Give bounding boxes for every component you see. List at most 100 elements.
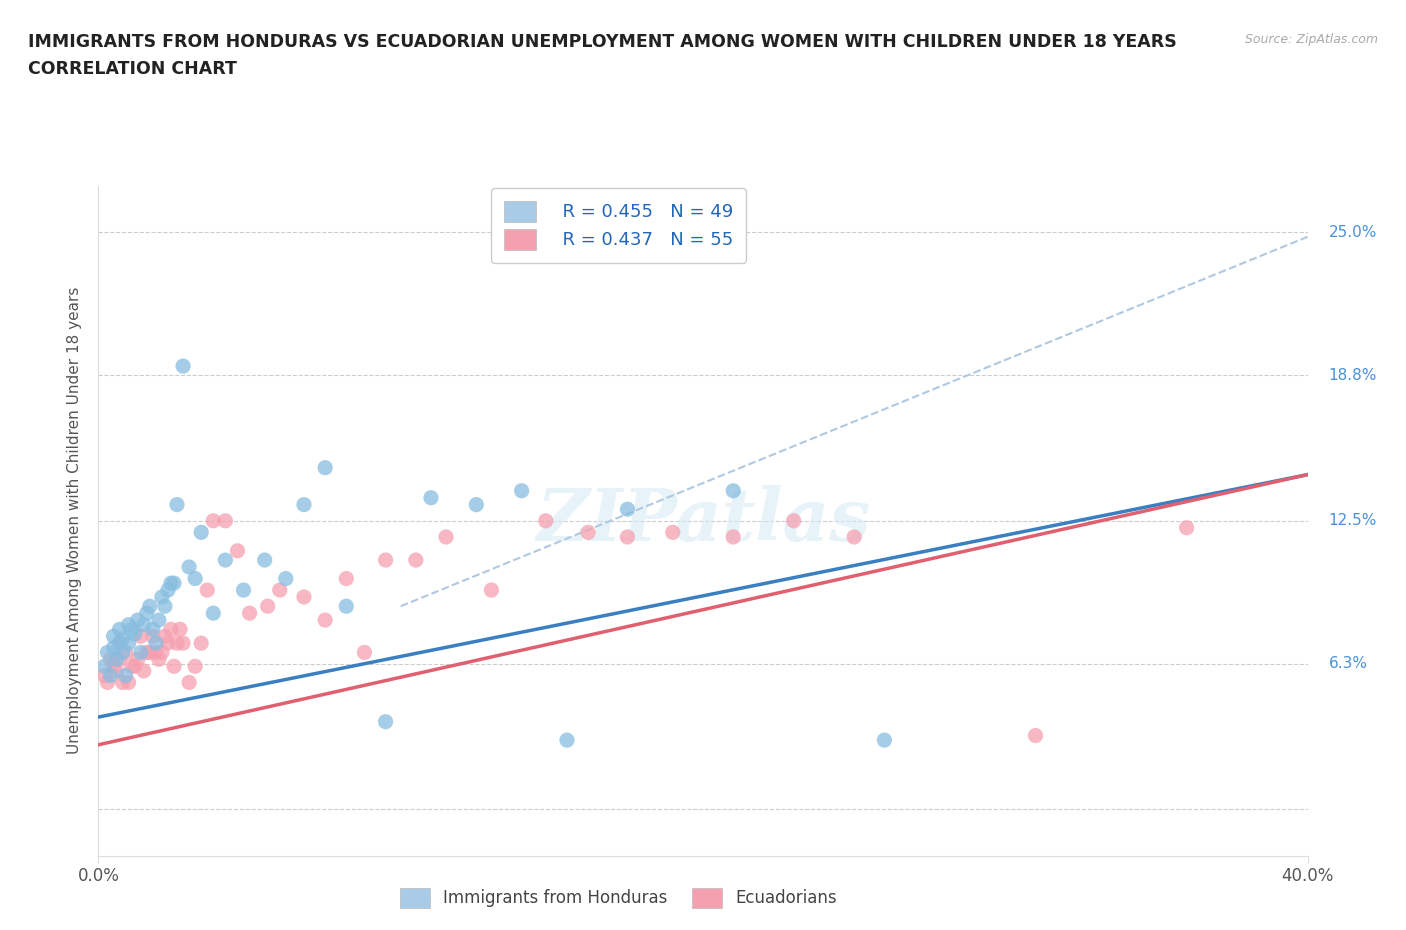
- Text: Source: ZipAtlas.com: Source: ZipAtlas.com: [1244, 33, 1378, 46]
- Point: [118, 636, 141, 651]
- Text: 18.8%: 18.8%: [1329, 368, 1376, 383]
- Point: [202, 513, 225, 528]
- Text: ZIPatlas: ZIPatlas: [536, 485, 870, 556]
- Point: [139, 645, 162, 660]
- Point: [172, 359, 194, 374]
- Point: [434, 529, 457, 544]
- Point: [353, 645, 375, 660]
- Point: [782, 513, 804, 528]
- Point: [166, 498, 188, 512]
- Point: [114, 645, 136, 660]
- Point: [103, 658, 125, 673]
- Point: [118, 618, 141, 632]
- Point: [195, 582, 218, 597]
- Point: [226, 543, 249, 558]
- Point: [239, 605, 262, 620]
- Text: 6.3%: 6.3%: [1329, 657, 1368, 671]
- Point: [166, 636, 188, 651]
- Point: [108, 652, 131, 667]
- Point: [129, 629, 152, 644]
- Point: [616, 502, 638, 517]
- Point: [555, 733, 578, 748]
- Point: [160, 576, 183, 591]
- Point: [93, 658, 115, 673]
- Point: [616, 529, 638, 544]
- Point: [269, 582, 291, 597]
- Point: [156, 582, 179, 597]
- Point: [145, 636, 167, 651]
- Point: [169, 622, 191, 637]
- Text: 25.0%: 25.0%: [1329, 225, 1376, 240]
- Point: [93, 668, 115, 683]
- Point: [314, 460, 336, 475]
- Point: [111, 631, 134, 646]
- Point: [419, 490, 441, 505]
- Point: [335, 571, 357, 586]
- Point: [103, 641, 125, 656]
- Point: [844, 529, 866, 544]
- Point: [127, 613, 149, 628]
- Point: [121, 622, 143, 637]
- Point: [111, 645, 134, 660]
- Point: [405, 552, 427, 567]
- Point: [1175, 520, 1198, 535]
- Point: [153, 599, 176, 614]
- Point: [661, 525, 683, 539]
- Point: [127, 652, 149, 667]
- Y-axis label: Unemployment Among Women with Children Under 18 years: Unemployment Among Women with Children U…: [67, 287, 83, 754]
- Point: [150, 645, 173, 660]
- Point: [135, 645, 157, 660]
- Point: [108, 636, 131, 651]
- Point: [96, 675, 118, 690]
- Point: [129, 645, 152, 660]
- Point: [163, 576, 186, 591]
- Point: [253, 552, 276, 567]
- Point: [214, 552, 236, 567]
- Point: [124, 627, 146, 642]
- Point: [256, 599, 278, 614]
- Point: [108, 622, 131, 637]
- Point: [121, 658, 143, 673]
- Point: [132, 618, 155, 632]
- Point: [721, 529, 744, 544]
- Point: [510, 484, 533, 498]
- Point: [142, 629, 165, 644]
- Point: [150, 590, 173, 604]
- Point: [374, 552, 396, 567]
- Point: [160, 622, 183, 637]
- Point: [139, 599, 162, 614]
- Point: [481, 582, 503, 597]
- Point: [335, 599, 357, 614]
- Point: [292, 498, 315, 512]
- Point: [135, 605, 157, 620]
- Point: [465, 498, 488, 512]
- Point: [1024, 728, 1046, 743]
- Point: [118, 675, 141, 690]
- Point: [576, 525, 599, 539]
- Point: [534, 513, 557, 528]
- Point: [190, 525, 212, 539]
- Point: [214, 513, 236, 528]
- Point: [132, 663, 155, 678]
- Point: [184, 571, 207, 586]
- Point: [153, 629, 176, 644]
- Point: [111, 675, 134, 690]
- Point: [314, 613, 336, 628]
- Point: [202, 605, 225, 620]
- Point: [96, 645, 118, 660]
- Point: [374, 714, 396, 729]
- Point: [156, 636, 179, 651]
- Point: [142, 622, 165, 637]
- Point: [148, 613, 170, 628]
- Point: [103, 629, 125, 644]
- Point: [100, 668, 122, 683]
- Text: 12.5%: 12.5%: [1329, 513, 1376, 528]
- Point: [145, 645, 167, 660]
- Legend: Immigrants from Honduras, Ecuadorians: Immigrants from Honduras, Ecuadorians: [392, 882, 844, 914]
- Text: CORRELATION CHART: CORRELATION CHART: [28, 60, 238, 78]
- Point: [105, 663, 128, 678]
- Point: [108, 636, 131, 651]
- Point: [184, 658, 207, 673]
- Point: [721, 484, 744, 498]
- Point: [190, 636, 212, 651]
